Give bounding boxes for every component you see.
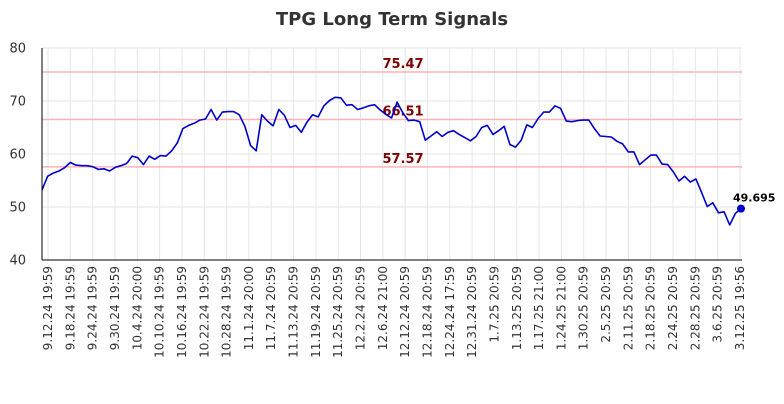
y-tick-label: 60 bbox=[9, 148, 26, 163]
x-tick-label: 11.25.24 20:59 bbox=[331, 266, 345, 358]
x-tick-label: 10.4.24 20:00 bbox=[130, 266, 144, 350]
x-tick-label: 2.11.25 20:59 bbox=[621, 266, 635, 350]
x-tick-label: 2.24.25 20:59 bbox=[666, 266, 680, 350]
x-tick-label: 1.17.25 21:00 bbox=[532, 266, 546, 350]
series-layer: 49.695 bbox=[41, 96, 775, 226]
y-tick-label: 50 bbox=[9, 201, 26, 216]
reference-line-label: 75.47 bbox=[382, 57, 423, 72]
y-tick-label: 40 bbox=[9, 254, 26, 269]
x-tick-label: 2.5.25 20:59 bbox=[599, 266, 613, 343]
x-tick-label: 1.7.25 20:59 bbox=[487, 266, 501, 343]
x-tick-label: 10.10.24 19:59 bbox=[153, 266, 167, 358]
x-tick-label: 9.12.24 19:59 bbox=[41, 266, 55, 350]
x-tick-label: 12.2.24 20:59 bbox=[354, 266, 368, 350]
x-tick-label: 1.24.25 21:00 bbox=[554, 266, 568, 350]
x-tick-label: 2.18.25 20:59 bbox=[644, 266, 658, 350]
x-tick-label: 3.12.25 19:56 bbox=[733, 266, 747, 350]
x-tick-label: 11.7.24 20:59 bbox=[264, 266, 278, 350]
signal-line bbox=[41, 96, 742, 226]
y-tick-label: 80 bbox=[9, 42, 26, 57]
x-tick-label: 2.28.25 20:59 bbox=[688, 266, 702, 350]
y-tick-labels: 40 50 60 70 80 bbox=[9, 42, 26, 269]
x-tick-label: 11.1.24 20:00 bbox=[242, 266, 256, 350]
x-tick-label: 10.28.24 19:59 bbox=[220, 266, 234, 358]
x-tick-label: 9.18.24 19:59 bbox=[63, 266, 77, 350]
x-tick-label: 3.6.25 20:59 bbox=[711, 266, 725, 343]
x-tick-label: 1.13.25 20:59 bbox=[510, 266, 524, 350]
x-tick-labels: 9.12.24 19:59 9.18.24 19:59 9.24.24 19:59 9… bbox=[41, 266, 747, 358]
chart-title: TPG Long Term Signals bbox=[276, 9, 508, 30]
x-tick-label: 9.24.24 19:59 bbox=[86, 266, 100, 350]
x-tick-label: 11.13.24 20:59 bbox=[287, 266, 301, 358]
x-tick-label: 12.12.24 20:59 bbox=[398, 266, 412, 358]
x-tick-label: 1.30.25 20:59 bbox=[577, 266, 591, 350]
last-point-marker bbox=[737, 204, 745, 213]
x-tick-label: 9.30.24 19:59 bbox=[108, 266, 122, 350]
x-tick-label: 11.19.24 20:59 bbox=[309, 266, 323, 358]
x-tick-label: 12.31.24 20:59 bbox=[465, 266, 479, 358]
reference-line-label: 57.57 bbox=[382, 152, 423, 167]
x-tick-label: 12.18.24 20:59 bbox=[420, 266, 434, 358]
x-tick-label: 12.6.24 21:00 bbox=[376, 266, 390, 350]
axis-layer bbox=[41, 48, 742, 261]
x-tick-label: 10.22.24 19:59 bbox=[197, 266, 211, 358]
x-tick-label: 12.24.24 17:59 bbox=[443, 266, 457, 358]
last-value-label: 49.695 bbox=[733, 192, 775, 205]
y-tick-label: 70 bbox=[9, 95, 26, 110]
grid-layer bbox=[42, 47, 742, 261]
x-tick-label: 10.16.24 19:59 bbox=[175, 266, 189, 358]
